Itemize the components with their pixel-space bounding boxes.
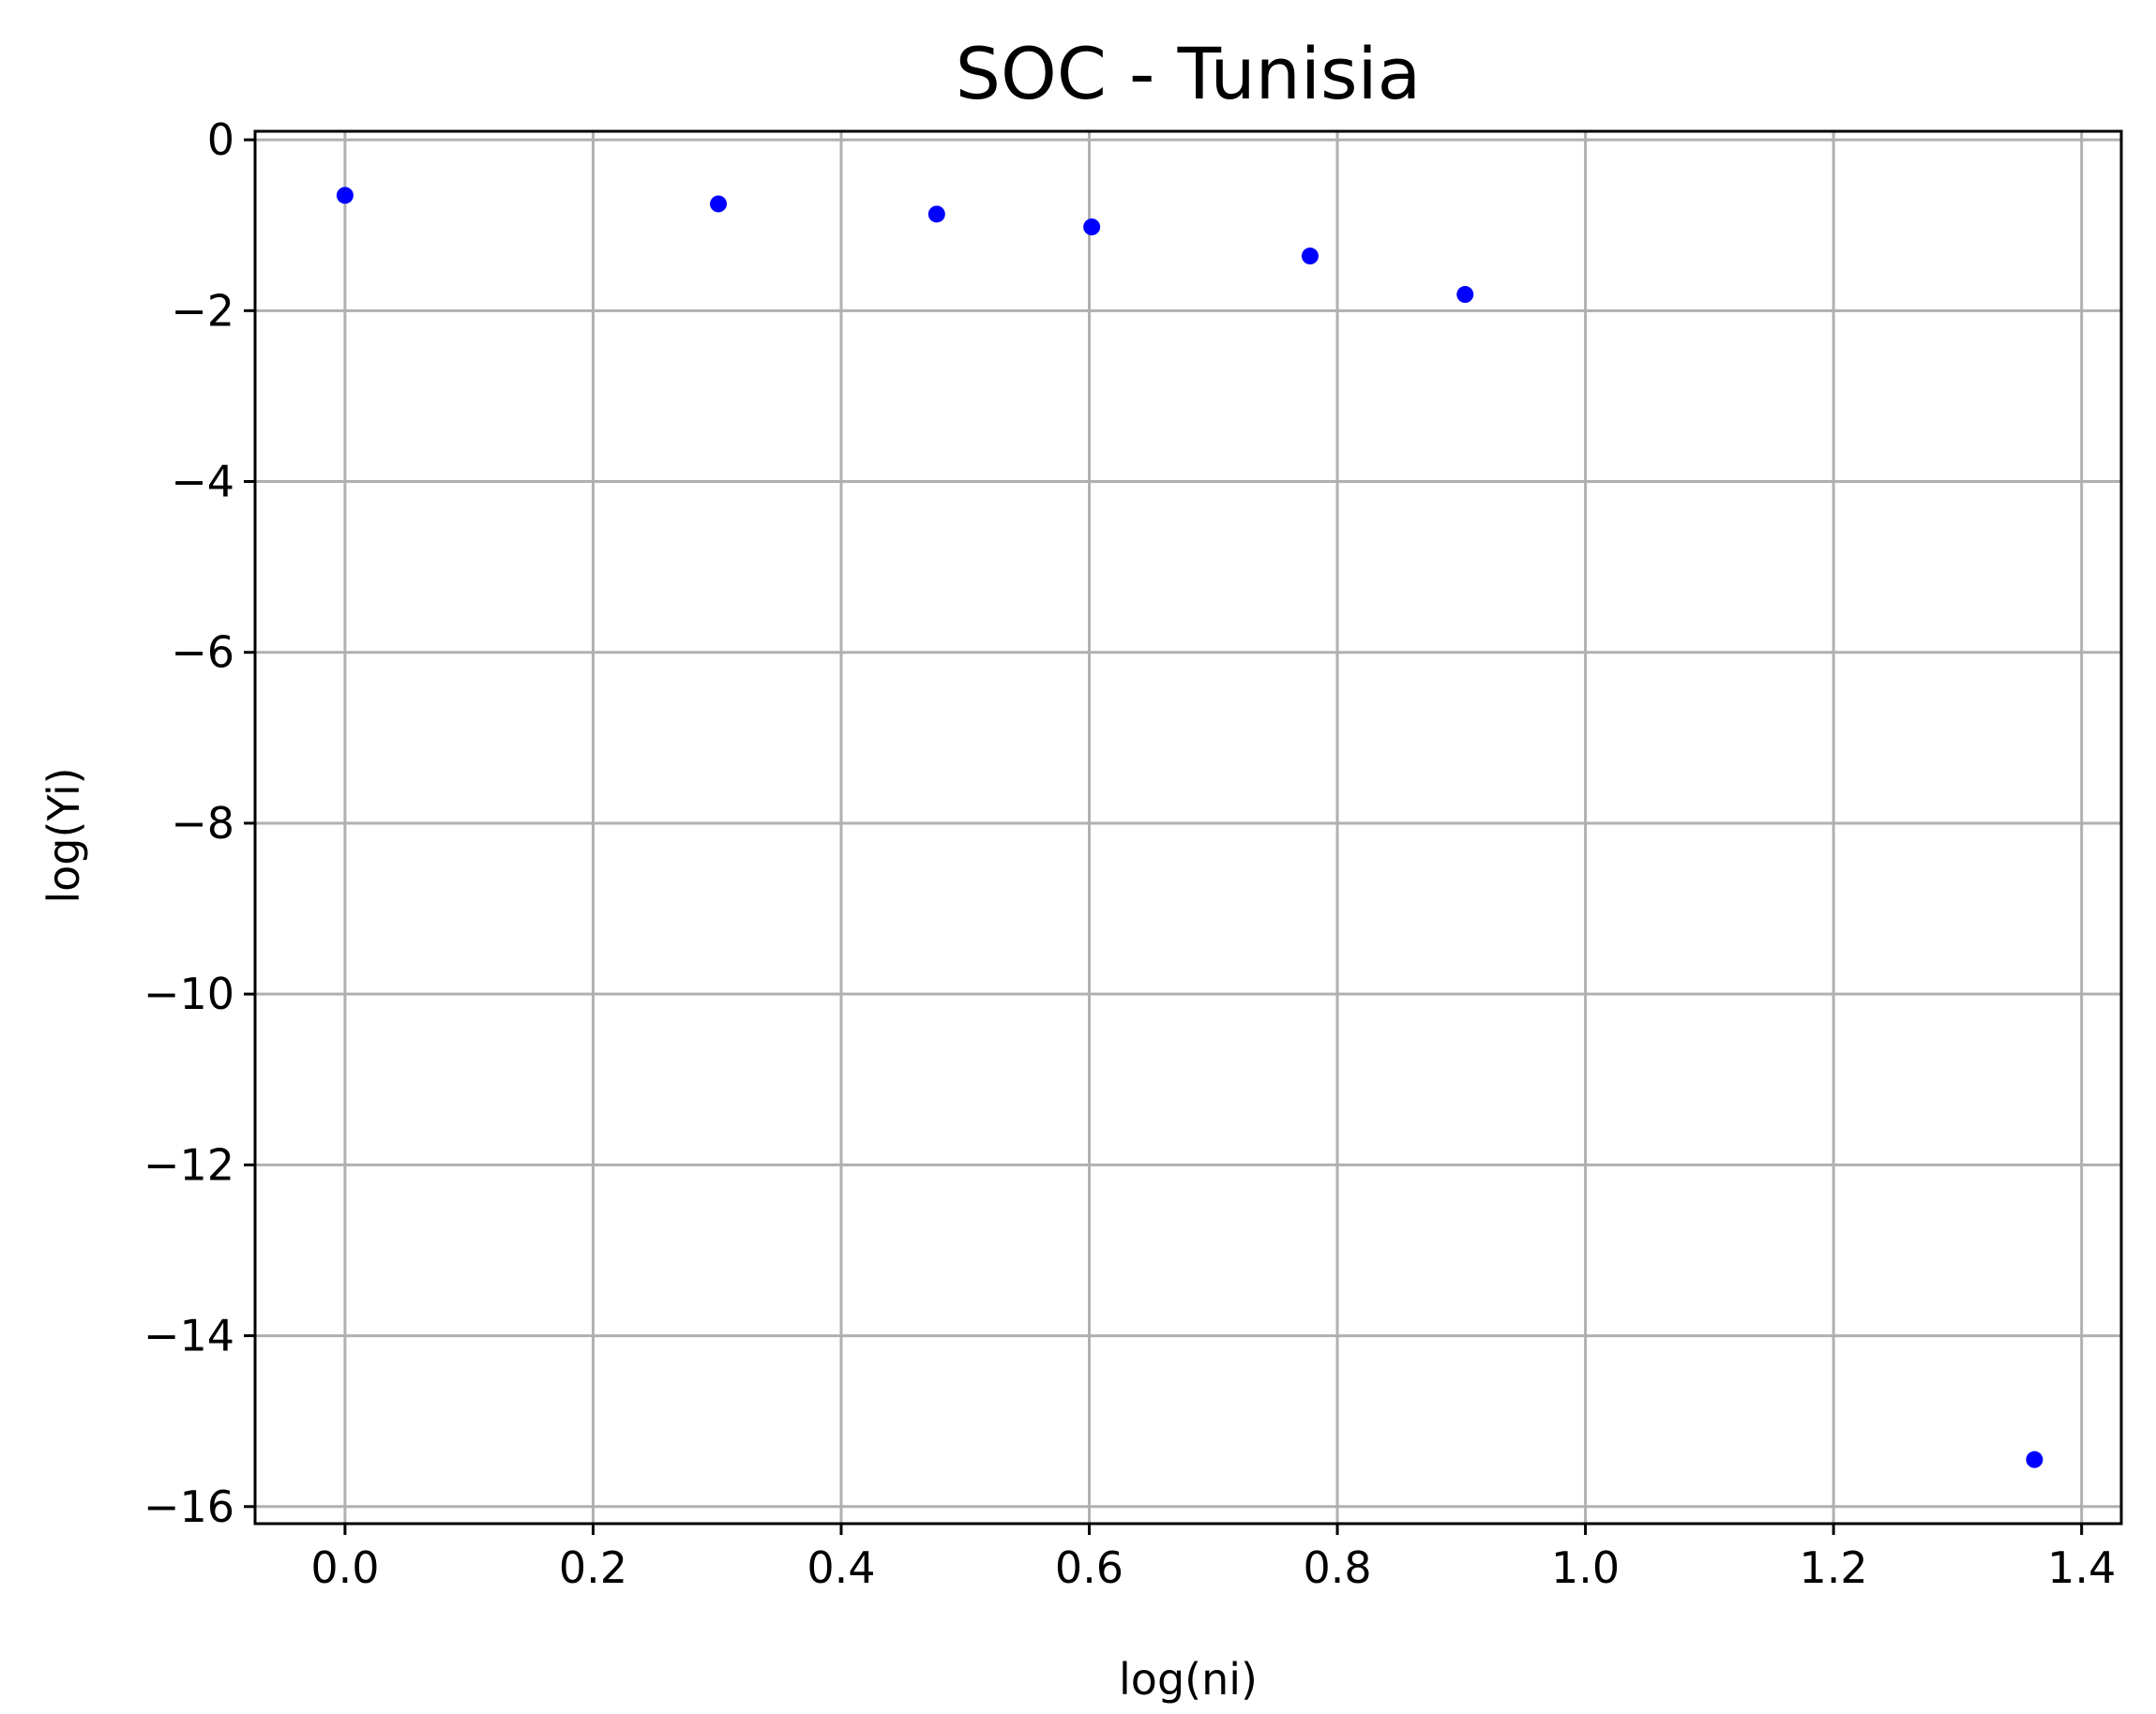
x-tick-label: 1.2: [1800, 1542, 1868, 1593]
x-tick-label: 0.0: [310, 1542, 379, 1593]
y-tick-label: −2: [171, 285, 234, 336]
x-tick-label: 1.4: [2047, 1542, 2116, 1593]
data-point: [1083, 218, 1101, 236]
axis-ticks: 0.0 0.2 0.4 0.6 0.8 1.0 1.2 1.4 0 −2 −4 −6 −8 −10 −12 −…: [143, 114, 2116, 1593]
y-tick-label: −8: [171, 798, 234, 849]
y-tick-label: −14: [143, 1311, 234, 1361]
grid-lines: [255, 131, 2121, 1524]
x-axis-label: log(ni): [1119, 1654, 1258, 1705]
x-tick-label: 0.6: [1055, 1542, 1123, 1593]
x-tick-label: 0.8: [1303, 1542, 1371, 1593]
plot-frame: [253, 129, 2123, 1526]
x-tick-label: 0.4: [807, 1542, 875, 1593]
data-points: [336, 187, 2043, 1468]
y-tick-label: −6: [171, 627, 234, 678]
y-tick-label: −16: [143, 1481, 234, 1532]
data-point: [336, 187, 354, 204]
y-tick-label: −4: [171, 457, 234, 507]
chart-title: SOC - Tunisia: [956, 32, 1422, 115]
y-tick-label: 0: [207, 114, 234, 165]
y-tick-label: −12: [143, 1139, 234, 1190]
y-axis-label: log(Yi): [38, 767, 89, 903]
data-point: [1301, 248, 1319, 265]
y-tick-label: −10: [143, 969, 234, 1019]
data-point: [927, 205, 945, 223]
data-point: [710, 195, 728, 213]
data-point: [1456, 286, 1474, 304]
x-tick-label: 0.2: [559, 1542, 627, 1593]
x-tick-label: 1.0: [1551, 1542, 1620, 1593]
data-point: [2026, 1451, 2043, 1468]
